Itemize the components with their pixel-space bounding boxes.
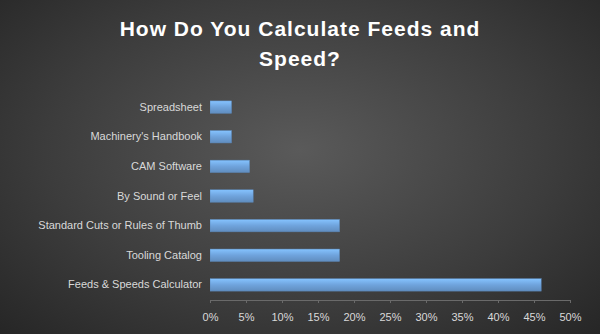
y-tick-label: Standard Cuts or Rules of Thumb <box>38 219 202 231</box>
y-tick: Machinery's Handbook <box>90 130 202 142</box>
y-tick: Spreadsheet <box>140 101 202 113</box>
x-tick-label: 40% <box>487 311 509 323</box>
x-tick-mark <box>210 300 211 303</box>
x-tick: 20% <box>343 300 365 323</box>
x-tick: 25% <box>379 300 401 323</box>
x-tick-label: 50% <box>559 311 581 323</box>
x-tick-mark <box>354 300 355 303</box>
y-tick: By Sound or Feel <box>117 190 202 202</box>
x-tick-label: 25% <box>379 311 401 323</box>
y-tick-label: Tooling Catalog <box>126 249 202 261</box>
x-tick: 10% <box>271 300 293 323</box>
y-tick: Standard Cuts or Rules of Thumb <box>38 219 202 231</box>
bar <box>210 190 253 202</box>
x-tick-label: 10% <box>271 311 293 323</box>
bar <box>210 219 340 231</box>
x-tick-label: 20% <box>343 311 365 323</box>
bar <box>210 131 232 143</box>
y-tick-label: Feeds & Speeds Calculator <box>68 278 202 290</box>
bars <box>210 101 541 291</box>
bar <box>210 249 340 261</box>
y-tick: Tooling Catalog <box>126 249 202 261</box>
chart-svg: 0% 5% 10% 15% 20% 25% 30% 35% 40% 45% 50% Spreadshe… <box>0 0 600 334</box>
x-tick: 45% <box>523 300 545 323</box>
x-tick: 15% <box>307 300 329 323</box>
x-tick: 0% <box>203 300 219 323</box>
x-tick-mark <box>246 300 247 303</box>
x-tick-mark <box>426 300 427 303</box>
chart-title: How Do You Calculate Feeds and Speed? <box>100 14 500 74</box>
bar <box>210 279 541 291</box>
x-tick: 5% <box>239 300 255 323</box>
x-tick-mark <box>390 300 391 303</box>
y-tick: Feeds & Speeds Calculator <box>68 278 202 290</box>
x-tick: 40% <box>487 300 509 323</box>
x-tick-label: 15% <box>307 311 329 323</box>
x-tick: 30% <box>415 300 437 323</box>
chart-background: How Do You Calculate Feeds and Speed? 0%… <box>0 0 600 334</box>
x-tick-mark <box>570 300 571 303</box>
bar <box>210 101 232 113</box>
y-tick-label: Machinery's Handbook <box>90 130 202 142</box>
x-tick: 35% <box>451 300 473 323</box>
y-tick-label: By Sound or Feel <box>117 190 202 202</box>
x-tick-label: 5% <box>239 311 255 323</box>
bar <box>210 160 250 172</box>
x-axis: 0% 5% 10% 15% 20% 25% 30% 35% 40% 45% 50% <box>203 300 582 323</box>
y-tick-label: CAM Software <box>131 160 202 172</box>
x-tick-mark <box>534 300 535 303</box>
y-axis: Spreadsheet Machinery's Handbook CAM Softw… <box>38 101 202 291</box>
x-tick-label: 35% <box>451 311 473 323</box>
x-tick-mark <box>498 300 499 303</box>
y-tick-label: Spreadsheet <box>140 101 202 113</box>
x-tick-label: 30% <box>415 311 437 323</box>
x-tick-mark <box>282 300 283 303</box>
x-tick-mark <box>462 300 463 303</box>
x-tick-mark <box>318 300 319 303</box>
x-tick: 50% <box>559 300 581 323</box>
x-tick-label: 45% <box>523 311 545 323</box>
y-tick: CAM Software <box>131 160 202 172</box>
x-tick-label: 0% <box>203 311 219 323</box>
